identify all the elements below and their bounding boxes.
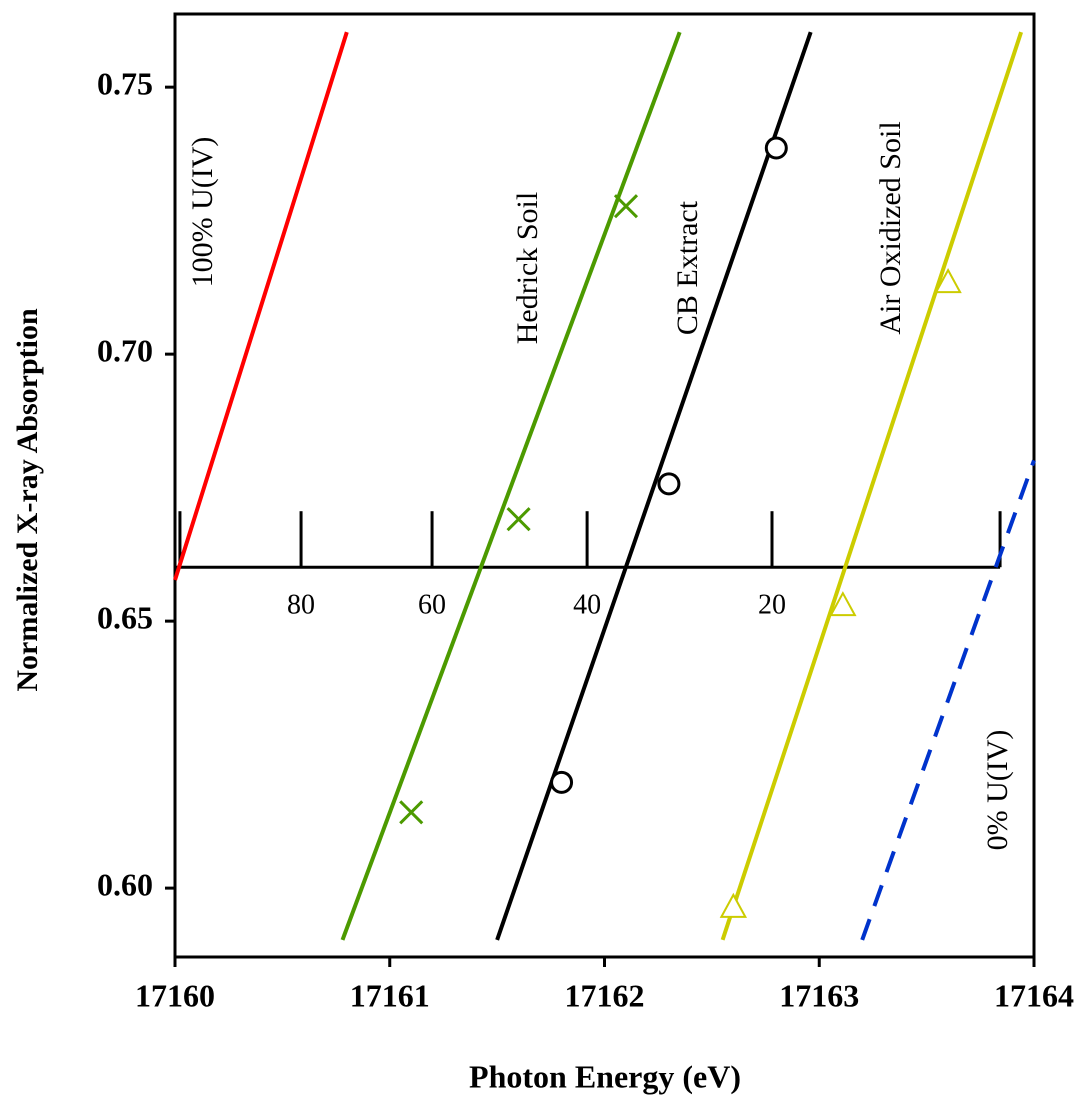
inset-tick-label: 80 xyxy=(287,590,315,621)
marker xyxy=(764,136,788,160)
series-label: Air Oxidized Soil xyxy=(874,121,907,334)
marker xyxy=(399,800,424,825)
series-label: 100% U(IV) xyxy=(186,137,219,288)
marker xyxy=(934,268,962,294)
x-tick-label: 17160 xyxy=(135,977,215,1013)
y-axis-title: Normalized X-ray Absorption xyxy=(11,308,44,692)
y-tick-label: 0.60 xyxy=(97,866,153,902)
y-tick-label: 0.70 xyxy=(97,332,153,368)
series-line xyxy=(495,31,813,941)
series-line xyxy=(173,31,349,581)
x-tick-label: 17162 xyxy=(565,977,645,1013)
y-tick-label: 0.75 xyxy=(97,65,153,101)
inset-tick-label: 20 xyxy=(758,590,786,621)
x-tick-label: 17163 xyxy=(779,977,859,1013)
x-axis-title: Photon Energy (eV) xyxy=(469,1058,741,1094)
series-line xyxy=(860,459,1036,941)
x-tick-label: 17161 xyxy=(350,977,430,1013)
marker xyxy=(506,507,531,532)
series-label: Hedrick Soil xyxy=(511,192,544,344)
series-label: CB Extract xyxy=(671,200,704,335)
inset-tick-label: 40 xyxy=(573,590,601,621)
marker xyxy=(657,472,681,496)
marker xyxy=(719,892,748,918)
x-tick-label: 17164 xyxy=(994,977,1074,1013)
series-line xyxy=(720,31,1024,941)
marker xyxy=(613,194,639,219)
marker xyxy=(550,770,574,794)
series-label: 0% U(IV) xyxy=(981,730,1014,851)
series-line xyxy=(340,31,682,941)
y-tick-label: 0.65 xyxy=(97,599,153,635)
inset-tick-label: 60 xyxy=(418,590,446,621)
marker xyxy=(829,591,857,617)
